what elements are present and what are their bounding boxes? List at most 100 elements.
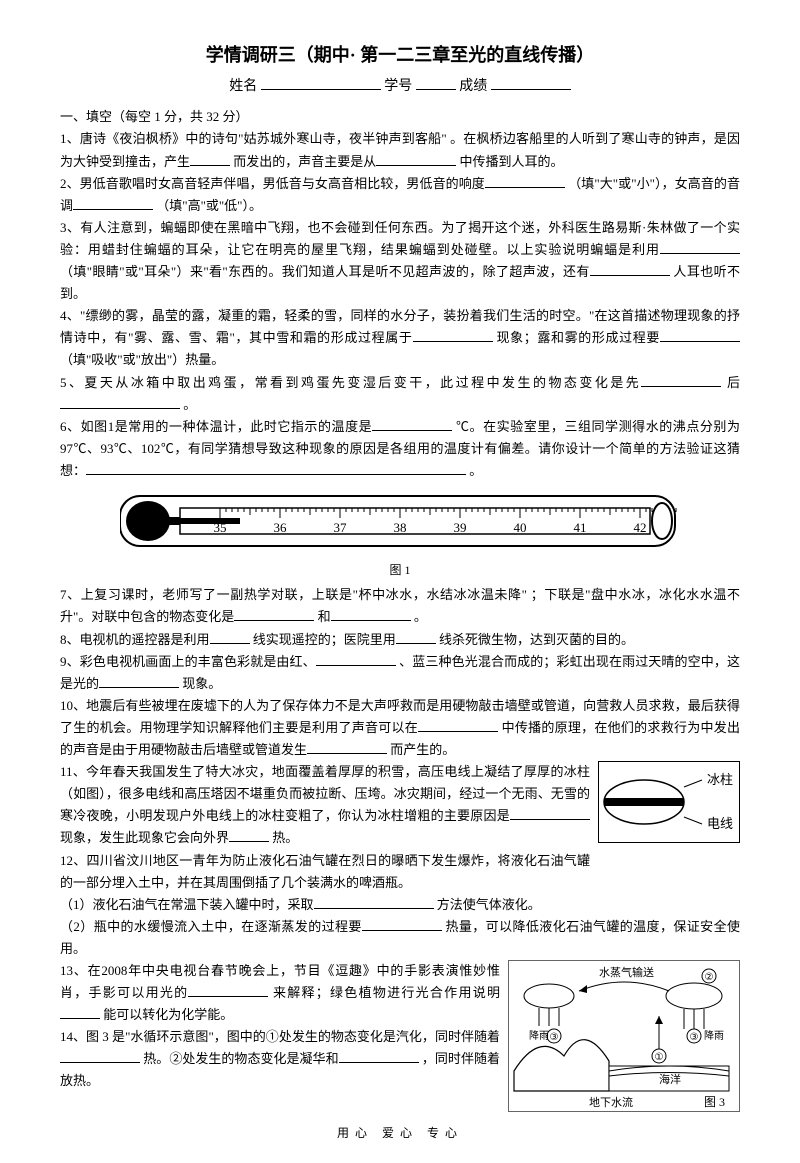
svg-text:35: 35: [214, 520, 227, 535]
question-2: 2、男低音歌唱时女高音轻声伴唱，男低音与女高音相比较，男低音的响度 （填"大"或…: [60, 173, 740, 217]
q8-text-c: 线杀死微生物，达到灭菌的目的。: [439, 632, 634, 647]
id-blank[interactable]: [416, 75, 456, 90]
id-label: 学号: [384, 79, 412, 94]
q3-text-b: （填"眼睛"或"耳朵"）来"看"东西的。我们知道人耳是听不见超声波的，除了超声波…: [60, 264, 590, 279]
question-8: 8、电视机的遥控器是利用 线实现遥控的；医院里用 线杀死微生物，达到灭菌的目的。: [60, 629, 740, 651]
svg-text:39: 39: [454, 520, 467, 535]
q4-blank-2[interactable]: [660, 328, 740, 342]
svg-text:42: 42: [634, 520, 647, 535]
q9-blank-1[interactable]: [316, 652, 396, 666]
q13-blank-2[interactable]: [60, 1005, 100, 1019]
q7-blank-2[interactable]: [331, 607, 411, 621]
q1-blank-1[interactable]: [190, 152, 230, 166]
q8-blank-1[interactable]: [210, 630, 250, 644]
q2-text-c: （填"高"或"低"）。: [156, 198, 262, 213]
q3-text-a: 3、有人注意到，蝙蝠即使在黑暗中飞翔，也不会碰到任何东西。为了揭开这个迷，外科医…: [60, 220, 740, 257]
svg-text:③: ③: [690, 1032, 699, 1043]
ice-column-figure: 冰柱 电线: [598, 761, 740, 850]
question-10: 10、地震后有些被埋在废墟下的人为了保存体力不是大声呼救而是用硬物敲击墙壁或管道…: [60, 695, 740, 761]
q2-blank-2[interactable]: [73, 196, 153, 210]
q7-blank-1[interactable]: [234, 607, 314, 621]
q3-blank-1[interactable]: [660, 240, 740, 254]
svg-text:37: 37: [334, 520, 348, 535]
q12-1-blank[interactable]: [314, 895, 434, 909]
q13-blank-1[interactable]: [188, 983, 268, 997]
q13-text-c: 能可以转化为化学能。: [103, 1007, 233, 1022]
question-1: 1、唐诗《夜泊枫桥》中的诗句"姑苏城外寒山寺，夜半钟声到客船" 。在枫桥边客船里…: [60, 128, 740, 172]
svg-text:40: 40: [514, 520, 527, 535]
question-4: 4、"缥缈的雾，晶莹的露，凝重的霜，轻柔的雪，同样的水分子，装扮着我们生活的时空…: [60, 305, 740, 371]
page-footer: 用心 爱心 专心: [60, 1123, 740, 1143]
q10-blank-1[interactable]: [418, 718, 498, 732]
q6-blank-1[interactable]: [372, 417, 452, 431]
q8-text-a: 8、电视机的遥控器是利用: [60, 632, 210, 647]
svg-text:③: ③: [550, 1032, 559, 1043]
q6-blank-2[interactable]: [86, 461, 466, 475]
page-title: 学情调研三（期中· 第一二三章至光的直线传播）: [60, 40, 740, 71]
q4-blank-1[interactable]: [413, 328, 493, 342]
svg-text:①: ①: [655, 1052, 664, 1063]
q5-blank-2[interactable]: [60, 395, 180, 409]
q4-text-b: 现象；露和雾的形成过程要: [496, 330, 660, 345]
q14-blank-2[interactable]: [339, 1049, 419, 1063]
svg-text:②: ②: [705, 972, 714, 983]
svg-text:41: 41: [574, 520, 587, 535]
q14-text-b: 热。②处发生的物态变化是凝华和: [143, 1051, 338, 1066]
cycle-ocean-label: 海洋: [659, 1072, 681, 1086]
q5-text-a: 5、夏天从冰箱中取出鸡蛋，常看到鸡蛋先变湿后变干，此过程中发生的物态变化是先: [60, 375, 641, 390]
ice-label-bottom: 电线: [707, 816, 733, 831]
student-info: 姓名 学号 成绩: [60, 75, 740, 99]
q5-text-c: 。: [183, 397, 196, 412]
q8-blank-2[interactable]: [396, 630, 436, 644]
q11-blank-1[interactable]: [510, 806, 590, 820]
question-6: 6、如图1是常用的一种体温计，此时它指示的温度是 ℃。在实验室里，三组同学测得水…: [60, 416, 740, 482]
q2-text-a: 2、男低音歌唱时女高音轻声伴唱，男低音与女高音相比较，男低音的响度: [60, 176, 485, 191]
question-9: 9、彩色电视机画面上的丰富色彩就是由红、 、蓝三种色光混合而成的；彩虹出现在雨过…: [60, 651, 740, 695]
q4-text-c: （填"吸收"或"放出"）热量。: [60, 352, 224, 367]
q9-blank-2[interactable]: [99, 674, 179, 688]
figure-1-label: 图 1: [60, 560, 740, 580]
q11-blank-2[interactable]: [229, 828, 269, 842]
q7-text-a: 7、上复习课时，老师写了一副热学对联，上联是"杯中冰水，水结冰冰温未降": [60, 587, 527, 602]
section-1-head: 一、填空（每空 1 分，共 32 分）: [60, 106, 740, 128]
cycle-rain2-label: 降雨: [704, 1029, 724, 1042]
q12-1-text-a: （1）液化石油气在常温下装入罐中时，采取: [60, 897, 314, 912]
q10-blank-2[interactable]: [307, 740, 387, 754]
q5-blank-1[interactable]: [641, 373, 721, 387]
q13-text-b: 来解释；绿色植物进行光合作用说明: [273, 985, 500, 1000]
question-5: 5、夏天从冰箱中取出鸡蛋，常看到鸡蛋先变湿后变干，此过程中发生的物态变化是先 后…: [60, 372, 740, 416]
water-cycle-figure: ① ② ③ ③ 水蒸气输送 降雨 降雨 海洋 地下水流 图 3: [508, 960, 740, 1119]
q1-text-d: 中传播到人耳的。: [460, 154, 564, 169]
question-12-1: （1）液化石油气在常温下装入罐中时，采取 方法使气体液化。: [60, 894, 740, 916]
score-blank[interactable]: [491, 75, 571, 90]
q10-text-c: 而产生的。: [390, 742, 455, 757]
q11-text-b: 现象，发生此现象它会向外界: [60, 830, 229, 845]
q12-2-text-a: （2）瓶中的水缓慢流入土中，在逐渐蒸发的过程要: [60, 919, 362, 934]
score-label: 成绩: [459, 79, 487, 94]
name-blank[interactable]: [261, 75, 381, 90]
cycle-under-label: 地下水流: [589, 1095, 633, 1109]
q7-text-d: 。: [414, 609, 427, 624]
q6-text-c: 。: [469, 463, 482, 478]
q9-text-c: 现象。: [182, 676, 221, 691]
question-12: 12、四川省汶川地区一青年为防止液化石油气罐在烈日的曝晒下发生爆炸，将液化石油气…: [60, 850, 740, 894]
q8-text-b: 线实现遥控的；医院里用: [253, 632, 396, 647]
cycle-vapor-label: 水蒸气输送: [599, 965, 654, 979]
q1-text-c: 而发出的，声音主要是从: [233, 154, 376, 169]
q12-2-blank[interactable]: [362, 917, 442, 931]
question-3: 3、有人注意到，蝙蝠即使在黑暗中飞翔，也不会碰到任何东西。为了揭开这个迷，外科医…: [60, 217, 740, 305]
name-label: 姓名: [229, 79, 257, 94]
q3-blank-2[interactable]: [590, 262, 670, 276]
q2-blank-1[interactable]: [485, 174, 565, 188]
thermometer-figure: 3536373839404142: [120, 488, 680, 558]
question-12-2: （2）瓶中的水缓慢流入土中，在逐渐蒸发的过程要 热量，可以降低液化石油气罐的温度…: [60, 916, 740, 960]
ice-label-top: 冰柱: [707, 772, 733, 787]
svg-text:36: 36: [274, 520, 288, 535]
q14-blank-1[interactable]: [60, 1049, 140, 1063]
q1-blank-2[interactable]: [376, 152, 456, 166]
q12-1-text-b: 方法使气体液化。: [437, 897, 541, 912]
cycle-rain1-label: 降雨: [529, 1029, 549, 1042]
q9-text-a: 9、彩色电视机画面上的丰富色彩就是由红、: [60, 654, 316, 669]
q1-text-a: 1、唐诗《夜泊枫桥》中的诗句"姑苏城外寒山寺，夜半钟声到客船": [60, 131, 447, 146]
q5-text-b: 后: [727, 375, 740, 390]
